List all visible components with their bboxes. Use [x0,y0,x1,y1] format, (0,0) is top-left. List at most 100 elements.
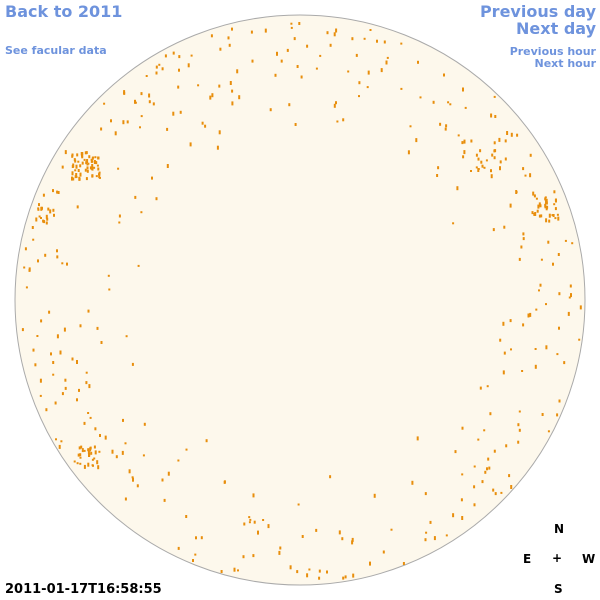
facula [499,338,502,342]
facula [248,521,251,524]
facula [148,93,151,98]
facula [98,174,101,179]
facula [140,211,143,214]
facula [529,312,532,317]
compass-center: + [552,551,563,565]
facula [502,370,505,375]
facula [71,357,74,361]
facula [91,168,94,171]
facula [84,151,87,155]
facula [79,462,82,465]
facula [71,171,74,176]
facula [439,122,442,126]
facula [137,264,140,267]
facula [551,214,554,217]
back-link[interactable]: Back to 2011 [5,2,123,21]
facula [280,59,283,63]
facula [251,59,254,63]
facula [524,174,527,177]
facula [31,226,34,229]
facula [479,386,482,390]
facula [228,43,231,47]
facula [347,70,350,73]
facula [78,446,81,450]
facula [177,85,180,89]
facula [483,166,486,169]
facula [115,455,118,459]
facula [194,553,197,556]
facula [95,175,98,178]
facula [55,438,57,441]
facula [262,519,265,521]
facula [276,51,278,56]
facula [473,465,476,468]
facula [96,326,99,330]
facula [90,451,93,455]
facula [39,394,42,397]
facula [461,426,464,430]
facula [558,326,560,330]
facula [493,449,496,453]
facula [97,167,100,171]
facula [74,159,77,163]
facula [341,537,344,541]
facula [492,488,495,492]
facula [204,124,207,128]
facula [342,576,345,580]
facula [100,127,103,131]
previous-day-link[interactable]: Previous day [479,2,596,21]
facula [89,166,92,170]
facula [504,157,507,161]
facula [510,485,513,489]
facula [218,84,221,88]
facula [38,203,40,207]
next-day-link[interactable]: Next day [516,19,596,38]
facula [257,530,259,535]
facula [429,520,432,524]
facula [73,460,76,463]
facula [369,561,371,566]
solar-disk [14,14,586,586]
facula [61,165,64,169]
facula [329,43,332,47]
facula [178,55,181,59]
facula [178,68,180,72]
facula [462,87,464,92]
facula [118,221,121,224]
facula [443,73,445,77]
facula [71,153,74,157]
facula [301,535,304,538]
facula [185,448,188,451]
facular-link[interactable]: See facular data [5,44,107,57]
facula [417,60,419,64]
facula [61,392,64,396]
facula [28,267,31,272]
facula [499,166,501,171]
facula [424,538,427,542]
facula [44,253,47,257]
facula [436,174,439,177]
facula [520,245,523,249]
facula [464,106,467,109]
facula [538,214,541,218]
facula [534,364,537,369]
facula [148,100,151,104]
previous-hour-link[interactable]: Previous hour [509,45,596,58]
facula [494,492,497,496]
facula [335,101,337,105]
facula [85,160,88,163]
facula [166,164,169,168]
facula [87,462,90,467]
facula [37,259,39,263]
facula [475,166,478,169]
next-hour-link[interactable]: Next hour [534,57,597,70]
facula [86,166,89,170]
facula [556,353,559,356]
facula [35,217,38,222]
facula [238,95,241,100]
facula [81,448,84,453]
facula [80,445,83,449]
facula [76,360,78,364]
facula [539,283,542,287]
facula [545,303,547,306]
